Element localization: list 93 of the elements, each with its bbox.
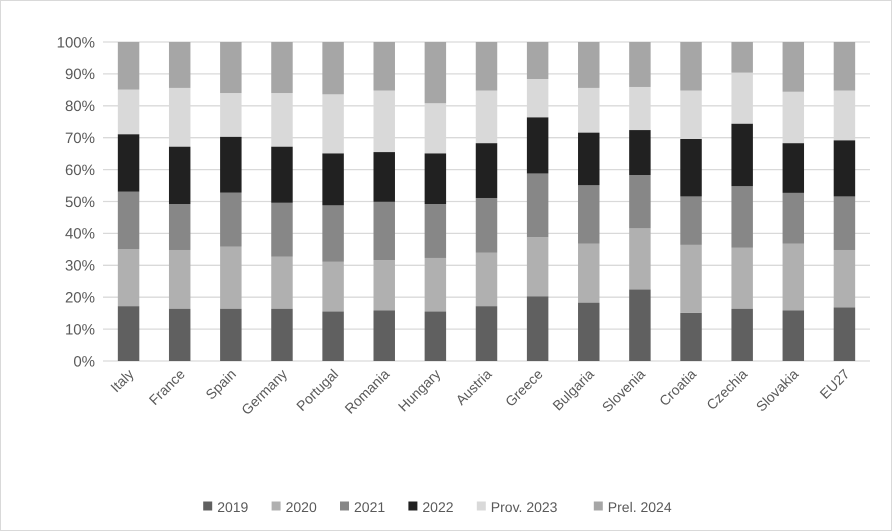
bar xyxy=(373,260,395,310)
bar xyxy=(731,42,753,73)
bar xyxy=(220,42,242,94)
legend-label: Prel. 2024 xyxy=(608,498,672,515)
bar xyxy=(271,146,293,203)
bar xyxy=(424,42,446,104)
y-tick-label: 0% xyxy=(73,353,95,370)
bar xyxy=(526,237,548,296)
bar xyxy=(526,42,548,80)
bar xyxy=(578,132,600,186)
y-tick-label: 40% xyxy=(64,226,95,243)
bar xyxy=(782,42,804,92)
bar xyxy=(373,310,395,361)
y-tick-label: 100% xyxy=(56,34,95,52)
bar xyxy=(168,146,190,204)
bar xyxy=(782,244,804,310)
x-tick-label: Italy xyxy=(107,366,137,396)
bar xyxy=(578,244,600,303)
legend-label: 2019 xyxy=(217,498,249,515)
bar xyxy=(424,204,446,258)
y-tick-label: 80% xyxy=(64,98,95,116)
bar xyxy=(731,248,753,309)
bar xyxy=(118,306,140,361)
bar xyxy=(526,173,548,238)
bar xyxy=(168,42,190,88)
bar xyxy=(373,42,395,90)
bar xyxy=(476,306,498,361)
y-tick-label: 20% xyxy=(64,289,95,306)
bar xyxy=(220,246,242,309)
bar xyxy=(680,138,702,196)
bar xyxy=(578,185,600,244)
bar xyxy=(322,262,344,312)
bar xyxy=(271,42,293,94)
bar xyxy=(731,124,753,186)
bar xyxy=(476,42,498,90)
bar xyxy=(680,312,702,361)
legend-label: 2020 xyxy=(286,498,317,515)
bar xyxy=(271,202,293,257)
bar xyxy=(731,308,753,361)
bar xyxy=(168,250,190,309)
bar xyxy=(834,42,856,90)
bar xyxy=(424,153,446,204)
bar xyxy=(118,249,140,306)
bar xyxy=(271,308,293,361)
bar xyxy=(578,42,600,88)
bar xyxy=(322,205,344,262)
legend-label: 2021 xyxy=(354,498,386,515)
bar xyxy=(629,290,651,361)
y-tick-label: 10% xyxy=(64,321,95,338)
bar xyxy=(322,42,344,94)
bar xyxy=(373,152,395,202)
bar xyxy=(476,252,498,306)
bar xyxy=(629,130,651,176)
legend-label: 2022 xyxy=(422,498,454,515)
bar xyxy=(834,140,856,196)
bar xyxy=(118,134,140,192)
bar xyxy=(629,228,651,290)
bar xyxy=(118,192,140,250)
bar xyxy=(476,143,498,198)
bar xyxy=(168,204,190,250)
bar xyxy=(629,42,651,87)
bar xyxy=(476,198,498,253)
bar xyxy=(271,256,293,309)
y-tick-label: 30% xyxy=(64,258,95,275)
legend-label: Prov. 2023 xyxy=(490,498,558,515)
bar xyxy=(782,310,804,361)
y-tick-label: 60% xyxy=(64,162,95,179)
bar xyxy=(731,186,753,248)
bar xyxy=(220,136,242,193)
bar xyxy=(373,202,395,260)
bar xyxy=(782,192,804,244)
bar xyxy=(220,192,242,246)
bar xyxy=(578,302,600,361)
bar xyxy=(680,244,702,313)
bar xyxy=(424,312,446,361)
bar xyxy=(322,153,344,206)
bar xyxy=(168,308,190,361)
bar xyxy=(424,258,446,312)
bar xyxy=(629,175,651,228)
bar xyxy=(118,42,140,90)
bar xyxy=(526,296,548,361)
bar xyxy=(220,308,242,361)
bar xyxy=(834,250,856,308)
bar xyxy=(680,196,702,245)
bar xyxy=(526,117,548,174)
y-tick-label: 50% xyxy=(64,194,95,211)
bar xyxy=(834,196,856,250)
bar xyxy=(834,307,856,361)
bar xyxy=(680,42,702,90)
y-tick-label: 90% xyxy=(64,66,95,84)
bar xyxy=(322,312,344,361)
bar xyxy=(782,143,804,193)
y-tick-label: 70% xyxy=(64,130,95,147)
